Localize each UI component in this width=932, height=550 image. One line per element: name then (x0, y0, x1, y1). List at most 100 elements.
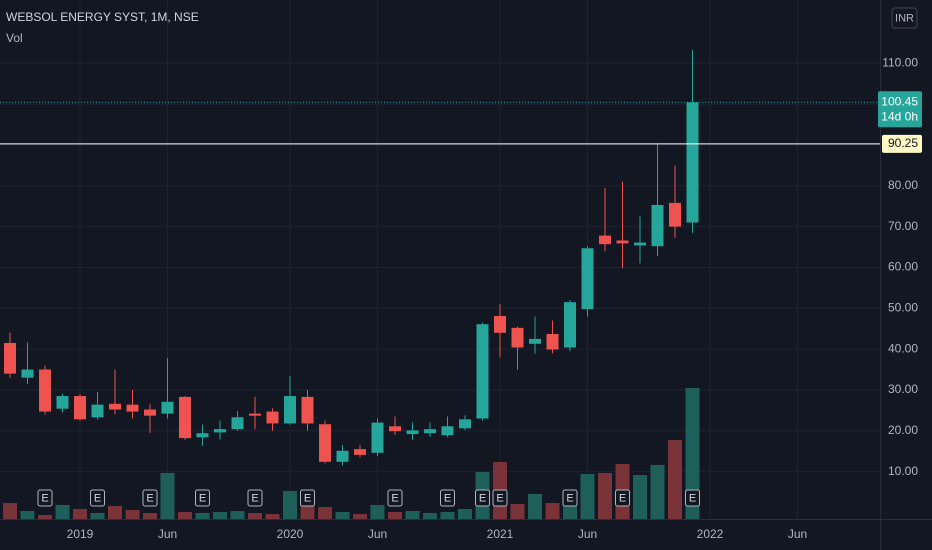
earnings-marker (90, 489, 105, 507)
earnings-label: E (94, 492, 101, 504)
candle-body (459, 419, 471, 429)
earnings-marker (685, 489, 700, 507)
earnings-marker (142, 489, 158, 507)
candle-body (91, 404, 104, 418)
candle-body (284, 396, 296, 424)
candle-body (4, 342, 16, 374)
earnings-label: E (479, 492, 486, 504)
volume-bar (20, 511, 35, 519)
volume-bar (3, 503, 17, 519)
y-tick-label: 110.00 (882, 55, 918, 69)
volume-bar (458, 509, 472, 519)
volume-bar (440, 512, 455, 519)
grid (0, 0, 880, 519)
volume-bar (38, 515, 52, 519)
earnings-label: E (304, 492, 311, 504)
earnings-label: E (41, 492, 48, 504)
volume-bar (283, 491, 297, 519)
volume-bar (125, 510, 140, 519)
candle-body (441, 426, 454, 436)
volume-bar (650, 465, 665, 519)
earnings-label: E (199, 492, 206, 504)
candle-body (389, 426, 401, 432)
candle-body (511, 327, 524, 348)
volume-legend: Vol (6, 31, 23, 45)
x-tick-label: 2020 (277, 527, 304, 541)
last-price-tag (878, 91, 922, 128)
candle-body (564, 302, 576, 348)
earnings-marker (195, 489, 210, 507)
currency-label: INR (895, 12, 914, 24)
volume-bar (510, 504, 525, 519)
candle-body (634, 242, 646, 246)
x-tick-label: Jun (578, 527, 597, 541)
volume-bar (545, 503, 560, 519)
y-tick-label: 50.00 (888, 300, 918, 314)
volume-bar (580, 474, 595, 519)
candle-body (39, 369, 51, 412)
earnings-marker (492, 489, 508, 507)
y-tick-label: 70.00 (888, 219, 918, 233)
volume-bar (423, 513, 437, 519)
volume-bar (318, 507, 332, 519)
earnings-label: E (146, 492, 153, 504)
candle-body (529, 338, 541, 344)
candle-body (301, 396, 314, 424)
candle-body (581, 248, 594, 310)
earnings-marker (300, 489, 315, 507)
earnings-marker (37, 489, 53, 507)
y-tick-label: 10.00 (888, 464, 918, 478)
volume-bar (633, 475, 647, 519)
volume-bar (213, 512, 227, 519)
candle-body (179, 396, 191, 439)
candle-body (406, 430, 419, 435)
chart-title: WEBSOL ENERGY SYST, 1M, NSE (6, 10, 199, 24)
candle-body (319, 424, 331, 462)
x-tick-label: Jun (788, 527, 807, 541)
candle-body (336, 450, 349, 462)
candle-body (371, 422, 384, 453)
volume-bar (108, 506, 122, 519)
y-tick-label: 40.00 (888, 341, 918, 355)
earnings-label: E (689, 492, 696, 504)
volume-bar (265, 514, 280, 519)
volume-bar (55, 505, 70, 519)
candle-body (599, 235, 611, 245)
candle-body (21, 369, 34, 378)
y-tick-label: 60.00 (888, 260, 918, 274)
volume-bar (195, 513, 210, 519)
earnings-marker (615, 489, 630, 507)
earnings-marker (247, 489, 263, 507)
axis: 10.00 20.00 30.00 40.00 50.00 60.00 70.00 80.00… (67, 7, 922, 541)
volume-bar (353, 514, 367, 519)
earnings-marker (387, 489, 403, 507)
x-tick-label: 2022 (697, 527, 724, 541)
x-tick-label: 2019 (67, 527, 94, 541)
volume-bar (90, 513, 105, 519)
candle-body (126, 404, 139, 412)
volume-bar (370, 505, 385, 519)
earnings-label: E (391, 492, 398, 504)
candle-body (161, 401, 174, 414)
volume-bar (248, 513, 262, 519)
earnings-marker (440, 489, 455, 507)
candle-body (249, 413, 261, 416)
y-tick-label: 80.00 (888, 178, 918, 192)
x-tick-label: Jun (368, 527, 387, 541)
candle-body (651, 204, 664, 247)
candle-body (354, 449, 366, 455)
y-tick-label: 30.00 (888, 382, 918, 396)
candle-body (686, 102, 699, 223)
volume-bar (598, 473, 612, 519)
volume-bar (73, 509, 87, 519)
volume-bar (178, 512, 192, 519)
earnings-label: E (444, 492, 451, 504)
earnings-label: E (496, 492, 503, 504)
candle-body (109, 403, 121, 410)
earnings-label: E (566, 492, 573, 504)
price-line-tag (882, 134, 922, 153)
volume-bar (388, 512, 402, 519)
countdown-label: 14d 0h (881, 109, 918, 123)
